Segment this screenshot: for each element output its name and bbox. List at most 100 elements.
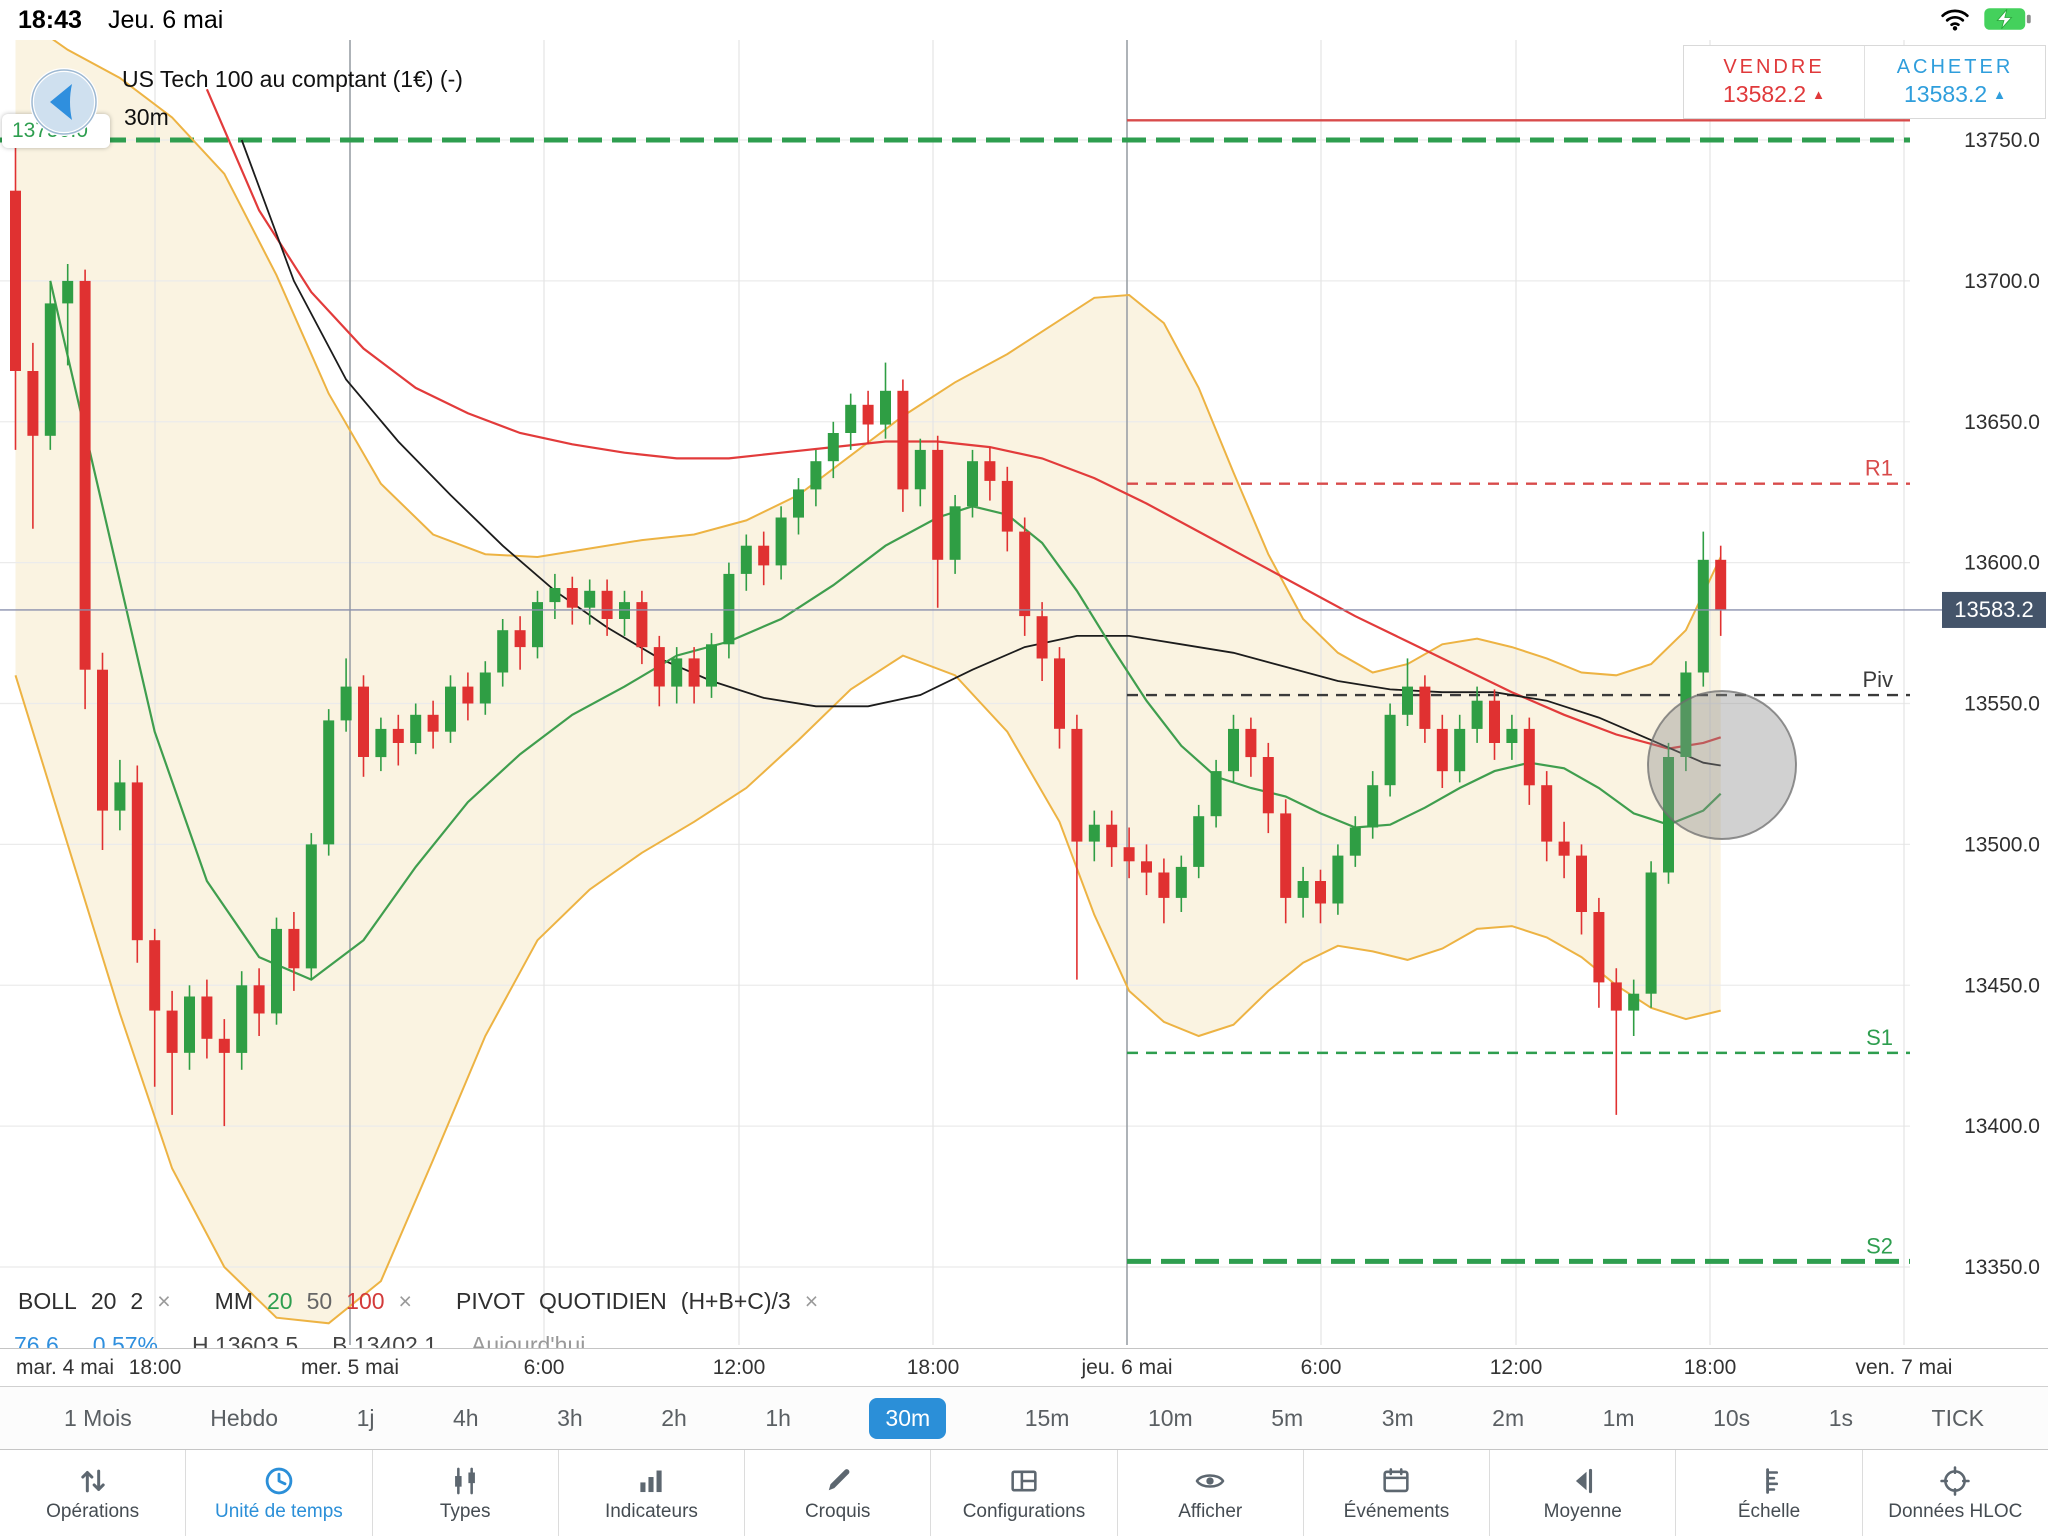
svg-text:13600.0: 13600.0 [1964,552,2040,575]
time-label: 18:00 [128,1356,182,1379]
timeframe-1m[interactable]: 1m [1602,1404,1635,1431]
eye-icon [1195,1473,1225,1488]
toolbar-evenements[interactable]: Événements [1304,1450,1491,1536]
svg-text:13700.0: 13700.0 [1964,270,2040,293]
time-label: ven. 7 mai [1855,1356,1953,1379]
pivot-type: QUOTIDIEN [539,1288,667,1314]
time-label: mer. 5 mai [300,1356,400,1379]
svg-text:13450.0: 13450.0 [1964,974,2040,997]
layout-panes-icon [1011,1470,1037,1491]
wifi-icon [1941,9,1969,31]
toolbar-unite-de-temps[interactable]: Unité de temps [186,1450,373,1536]
remove-boll-button[interactable]: × [157,1288,171,1314]
timeframe-1s[interactable]: 1s [1828,1404,1853,1431]
calendar-icon [1383,1467,1410,1492]
time-axis[interactable]: mar. 4 mai 18:00 mer. 5 mai 6:00 12:00 1… [0,1348,2048,1386]
toolbar-afficher[interactable]: Afficher [1118,1450,1304,1536]
crosshair-icon [1940,1465,1971,1496]
svg-text:13650.0: 13650.0 [1964,411,2040,434]
toolbar-configurations[interactable]: Configurations [931,1450,1118,1536]
svg-text:13350.0: 13350.0 [1964,1256,2040,1279]
time-label: jeu. 6 mai [1081,1356,1173,1379]
timeframe-10s[interactable]: 10s [1713,1404,1751,1431]
boll-dev: 2 [130,1288,144,1314]
scale-ruler-icon [1766,1467,1779,1494]
time-label: mar. 4 mai [16,1356,115,1379]
status-bar: 18:43 Jeu. 6 mai [0,0,2048,40]
remove-pivot-button[interactable]: × [804,1288,819,1314]
boll-period: 20 [90,1288,117,1314]
sell-button[interactable]: VENDRE 13582.2 ▲ [1684,46,1864,118]
boll-name: BOLL [18,1288,77,1314]
timeframe-15m[interactable]: 15m [1024,1404,1070,1431]
pencil-icon [828,1468,850,1490]
quote-panel: VENDRE 13582.2 ▲ ACHETER 13583.2 ▲ [1683,45,2046,119]
battery-charging-icon [1984,8,2031,30]
time-label: 12:00 [1489,1356,1543,1379]
pivot-formula: (H+B+C)/3 [680,1288,791,1314]
toolbar-moyenne[interactable]: Moyenne [1490,1450,1677,1536]
toolbar-donnees-hloc[interactable]: Données HLOC [1863,1450,2048,1536]
mm50-param: 50 [306,1288,333,1314]
buy-direction-icon: ▲ [1993,87,2006,102]
svg-text:13550.0: 13550.0 [1964,693,2040,716]
timeframe-5m[interactable]: 5m [1271,1404,1304,1431]
mm20-param: 20 [266,1288,293,1314]
buy-price: 13583.2 [1903,81,1988,107]
instrument-title: US Tech 100 au comptant (1€) (-) [122,66,463,92]
timeframe-3m[interactable]: 3m [1381,1404,1414,1431]
pivot-name: PIVOT [455,1288,525,1314]
time-label: 18:00 [906,1356,960,1379]
svg-text:Piv: Piv [1862,667,1893,692]
clock-icon [265,1467,293,1494]
timeframe-10m[interactable]: 10m [1147,1404,1193,1431]
svg-text:13400.0: 13400.0 [1964,1115,2040,1138]
toolbar-types[interactable]: Types [373,1450,559,1536]
svg-text:13750.0: 13750.0 [1964,129,2040,152]
back-arrow-icon [30,68,98,136]
toolbar-echelle[interactable]: Échelle [1676,1450,1863,1536]
timeframe-4h[interactable]: 4h [452,1404,479,1431]
timeframe-selector: 1 Mois Hebdo 1j 4h 3h 2h 1h 30m 15m 10m … [0,1386,2048,1449]
buy-label: ACHETER [1896,56,2014,78]
svg-text:13500.0: 13500.0 [1964,833,2040,856]
up-down-arrows-icon [80,1469,105,1492]
buy-button[interactable]: ACHETER 13583.2 ▲ [1864,46,2045,118]
timeframe-tick[interactable]: TICK [1931,1404,1984,1431]
bar-chart-icon [640,1470,663,1492]
mm-name: MM [214,1288,253,1314]
svg-text:R1: R1 [1865,456,1893,481]
status-date: Jeu. 6 mai [108,6,224,34]
time-label: 6:00 [523,1356,565,1379]
timeframe-2h[interactable]: 2h [661,1404,687,1431]
svg-text:S1: S1 [1866,1025,1893,1050]
svg-text:S2: S2 [1866,1233,1893,1258]
candlestick-icon [455,1467,476,1494]
back-button[interactable] [24,60,104,144]
time-label: 12:00 [712,1356,766,1379]
remove-mm-button[interactable]: × [398,1288,412,1314]
timeframe-30m[interactable]: 30m [869,1397,947,1439]
price-chart[interactable]: R2R1PivS1S213750.013700.013650.013600.01… [0,0,2048,1348]
sell-price: 13582.2 [1722,81,1807,107]
mm100-param: 100 [346,1288,385,1314]
timeframe-2m[interactable]: 2m [1492,1404,1525,1431]
timeframe-3h[interactable]: 3h [557,1404,583,1431]
timeframe-hebdo[interactable]: Hebdo [210,1404,279,1431]
clock-time: 18:43 [18,6,82,34]
timeframe-1j[interactable]: 1j [356,1404,375,1431]
timeframe-1mois[interactable]: 1 Mois [64,1404,132,1431]
bottom-toolbar: Opérations Unité de temps Types Indicate… [0,1449,2048,1536]
toolbar-indicateurs[interactable]: Indicateurs [559,1450,746,1536]
timeframe-1h[interactable]: 1h [765,1404,791,1431]
toolbar-operations[interactable]: Opérations [0,1450,187,1536]
sell-label: VENDRE [1723,56,1825,78]
time-label: 6:00 [1300,1356,1342,1379]
flag-marker-icon [1575,1468,1592,1493]
svg-text:13583.2: 13583.2 [1954,597,2034,622]
sell-direction-icon: ▲ [1812,87,1825,102]
indicator-legend: BOLL 20 2 × MM 20 50 100 × PIVOT QUOTIDIEN (H+B+C)/… [18,1288,832,1315]
toolbar-croquis[interactable]: Croquis [745,1450,932,1536]
time-label: 18:00 [1683,1356,1737,1379]
